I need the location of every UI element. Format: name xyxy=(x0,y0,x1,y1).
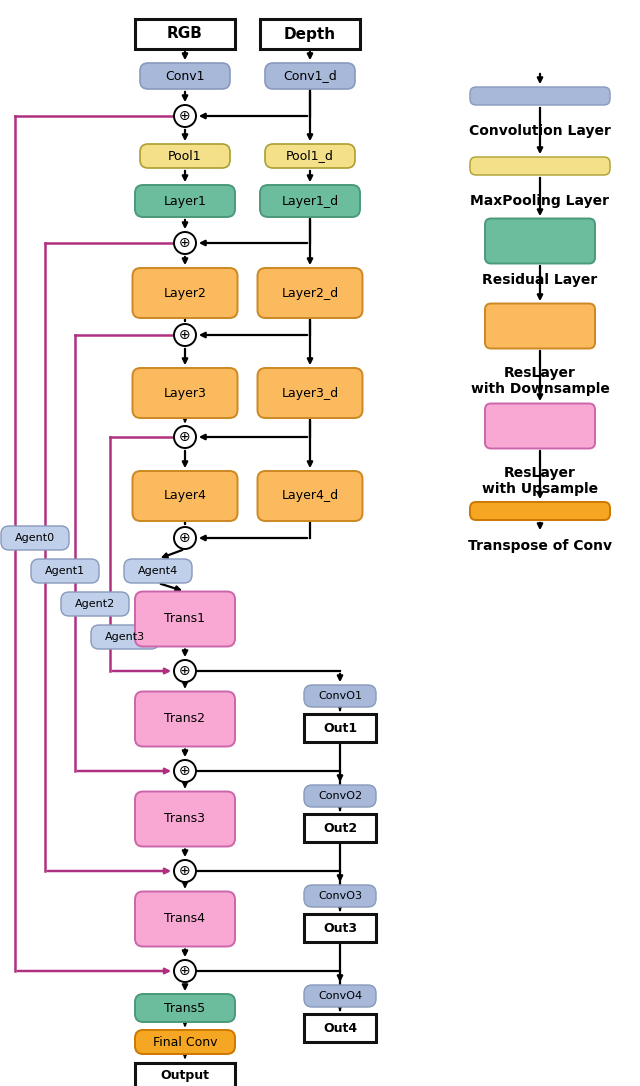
FancyBboxPatch shape xyxy=(135,1030,235,1055)
FancyBboxPatch shape xyxy=(61,592,129,616)
Text: Agent0: Agent0 xyxy=(15,533,55,543)
Text: Pool1: Pool1 xyxy=(168,150,202,163)
FancyBboxPatch shape xyxy=(257,268,362,318)
Text: Trans5: Trans5 xyxy=(164,1001,205,1014)
FancyBboxPatch shape xyxy=(265,63,355,89)
Circle shape xyxy=(174,426,196,449)
Text: Pool1_d: Pool1_d xyxy=(286,150,334,163)
Bar xyxy=(135,18,235,49)
FancyBboxPatch shape xyxy=(135,692,235,746)
Text: ⊕: ⊕ xyxy=(179,430,191,444)
Text: Layer4_d: Layer4_d xyxy=(282,490,339,503)
Bar xyxy=(304,914,376,942)
FancyBboxPatch shape xyxy=(470,157,610,175)
FancyBboxPatch shape xyxy=(124,559,192,583)
Bar xyxy=(304,1014,376,1041)
Text: Trans3: Trans3 xyxy=(164,812,205,825)
Text: Conv1: Conv1 xyxy=(165,70,205,83)
FancyBboxPatch shape xyxy=(135,892,235,947)
FancyBboxPatch shape xyxy=(470,87,610,105)
FancyBboxPatch shape xyxy=(304,885,376,907)
FancyBboxPatch shape xyxy=(135,994,235,1022)
Circle shape xyxy=(174,760,196,782)
Text: Depth: Depth xyxy=(284,26,336,41)
Text: Out4: Out4 xyxy=(323,1022,357,1035)
Text: ⊕: ⊕ xyxy=(179,328,191,342)
Text: ResLayer
with Upsample: ResLayer with Upsample xyxy=(482,466,598,496)
Text: Out1: Out1 xyxy=(323,721,357,734)
Text: Layer2: Layer2 xyxy=(164,287,207,300)
Bar xyxy=(135,1063,235,1086)
Text: Output: Output xyxy=(161,1070,209,1083)
FancyBboxPatch shape xyxy=(140,144,230,168)
FancyBboxPatch shape xyxy=(265,144,355,168)
Text: Convolution Layer: Convolution Layer xyxy=(469,124,611,138)
Text: ⊕: ⊕ xyxy=(179,864,191,877)
Text: Agent2: Agent2 xyxy=(75,599,115,609)
FancyBboxPatch shape xyxy=(31,559,99,583)
Text: ⊕: ⊕ xyxy=(179,763,191,778)
Text: ⊕: ⊕ xyxy=(179,109,191,123)
Text: Layer3_d: Layer3_d xyxy=(282,387,339,400)
Circle shape xyxy=(174,324,196,346)
Bar xyxy=(260,18,360,49)
Text: ConvO1: ConvO1 xyxy=(318,691,362,700)
FancyBboxPatch shape xyxy=(485,303,595,349)
FancyBboxPatch shape xyxy=(135,792,235,846)
Text: Out2: Out2 xyxy=(323,821,357,834)
FancyBboxPatch shape xyxy=(470,502,610,520)
FancyBboxPatch shape xyxy=(132,471,237,521)
Text: Trans2: Trans2 xyxy=(164,712,205,725)
FancyBboxPatch shape xyxy=(257,471,362,521)
Text: Layer4: Layer4 xyxy=(164,490,207,503)
Circle shape xyxy=(174,105,196,127)
Circle shape xyxy=(174,527,196,550)
Text: Residual Layer: Residual Layer xyxy=(483,273,598,287)
Text: Layer2_d: Layer2_d xyxy=(282,287,339,300)
Circle shape xyxy=(174,660,196,682)
FancyBboxPatch shape xyxy=(135,185,235,217)
Text: Out3: Out3 xyxy=(323,922,357,934)
FancyBboxPatch shape xyxy=(485,218,595,264)
Text: ⊕: ⊕ xyxy=(179,964,191,978)
Circle shape xyxy=(174,860,196,882)
Text: ⊕: ⊕ xyxy=(179,236,191,250)
FancyBboxPatch shape xyxy=(304,985,376,1007)
FancyBboxPatch shape xyxy=(257,368,362,418)
Bar xyxy=(304,714,376,742)
FancyBboxPatch shape xyxy=(260,185,360,217)
Text: Final Conv: Final Conv xyxy=(153,1035,217,1048)
FancyBboxPatch shape xyxy=(485,404,595,449)
FancyBboxPatch shape xyxy=(1,526,69,550)
Text: Transpose of Conv: Transpose of Conv xyxy=(468,539,612,553)
FancyBboxPatch shape xyxy=(132,368,237,418)
Text: ConvO4: ConvO4 xyxy=(318,992,362,1001)
Text: ConvO2: ConvO2 xyxy=(318,791,362,801)
FancyBboxPatch shape xyxy=(91,626,159,649)
Text: Layer3: Layer3 xyxy=(164,387,207,400)
FancyBboxPatch shape xyxy=(140,63,230,89)
Bar xyxy=(304,814,376,842)
Text: Layer1_d: Layer1_d xyxy=(282,194,339,207)
Text: Conv1_d: Conv1_d xyxy=(283,70,337,83)
FancyBboxPatch shape xyxy=(304,785,376,807)
FancyBboxPatch shape xyxy=(304,685,376,707)
Text: ResLayer
with Downsample: ResLayer with Downsample xyxy=(470,366,609,396)
Text: Agent3: Agent3 xyxy=(105,632,145,642)
Text: MaxPooling Layer: MaxPooling Layer xyxy=(470,194,609,209)
FancyBboxPatch shape xyxy=(135,592,235,646)
FancyBboxPatch shape xyxy=(132,268,237,318)
Text: ⊕: ⊕ xyxy=(179,531,191,545)
Text: Agent1: Agent1 xyxy=(45,566,85,576)
Text: Trans4: Trans4 xyxy=(164,912,205,925)
Text: Trans1: Trans1 xyxy=(164,613,205,626)
Circle shape xyxy=(174,960,196,982)
Circle shape xyxy=(174,232,196,254)
Text: RGB: RGB xyxy=(167,26,203,41)
Text: Layer1: Layer1 xyxy=(164,194,207,207)
Text: ConvO3: ConvO3 xyxy=(318,891,362,901)
Text: ⊕: ⊕ xyxy=(179,664,191,678)
Text: Agent4: Agent4 xyxy=(138,566,178,576)
